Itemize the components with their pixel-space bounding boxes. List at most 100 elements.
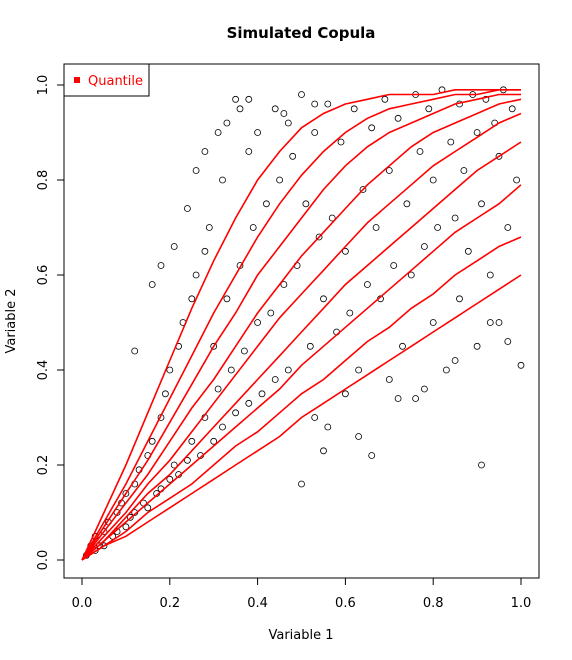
data-point: [416, 148, 424, 155]
data-point: [284, 119, 292, 127]
data-point: [223, 295, 231, 303]
data-point: [324, 423, 332, 431]
data-point: [394, 114, 402, 122]
data-point: [320, 295, 327, 303]
y-tick-label: 0.6: [36, 265, 51, 286]
data-point: [513, 176, 520, 184]
data-point: [298, 91, 305, 98]
data-point: [429, 319, 437, 326]
data-point: [337, 138, 345, 146]
data-point: [245, 95, 253, 103]
data-point: [495, 319, 503, 326]
data-point: [267, 309, 275, 317]
quantile-curves: [81, 89, 522, 561]
data-point: [473, 129, 481, 136]
data-point: [359, 186, 367, 193]
data-point: [232, 409, 240, 417]
data-point: [276, 176, 284, 184]
x-axis-label: Variable 1: [268, 628, 333, 643]
data-point: [271, 376, 279, 383]
data-point: [407, 271, 415, 279]
data-point: [122, 490, 130, 497]
data-point: [223, 119, 231, 127]
data-point: [219, 423, 226, 431]
data-point: [350, 105, 358, 113]
data-point: [473, 342, 481, 350]
data-point: [504, 338, 512, 345]
data-point: [324, 100, 332, 108]
data-point: [482, 95, 490, 103]
data-point: [271, 105, 279, 113]
x-tick-label: 0.0: [72, 596, 93, 611]
quantile-curve: [81, 236, 522, 561]
quantile-curve: [81, 93, 521, 561]
data-point: [311, 129, 319, 136]
data-point: [372, 224, 380, 231]
data-point: [170, 461, 178, 469]
data-point: [355, 366, 363, 374]
data-point: [214, 129, 222, 136]
data-point: [240, 347, 248, 355]
x-tick-label: 1.0: [511, 596, 532, 611]
data-point: [394, 395, 402, 402]
data-point: [504, 224, 512, 231]
data-point: [425, 105, 433, 113]
quantile-curve: [81, 184, 522, 561]
scatter-points: [83, 86, 525, 559]
data-point: [434, 224, 442, 231]
data-point: [214, 385, 222, 393]
data-point: [280, 281, 288, 288]
data-point: [460, 167, 468, 174]
x-tick-label: 0.2: [159, 596, 180, 611]
data-point: [311, 100, 319, 108]
data-point: [478, 461, 485, 469]
data-point: [280, 110, 288, 117]
chart-title: Simulated Copula: [227, 24, 376, 42]
data-point: [232, 95, 240, 103]
data-point: [478, 200, 485, 208]
data-point: [298, 480, 305, 488]
data-point: [201, 148, 209, 155]
data-point: [341, 390, 349, 398]
data-point: [464, 247, 472, 255]
quantile-curve: [81, 141, 522, 561]
data-point: [385, 167, 393, 174]
y-tick-label: 0.0: [36, 550, 51, 571]
data-point: [131, 347, 139, 355]
data-point: [126, 513, 134, 521]
data-point: [192, 167, 200, 174]
data-point: [517, 361, 525, 369]
data-point: [236, 105, 244, 113]
quantile-curve: [81, 89, 521, 561]
data-point: [311, 414, 319, 421]
x-tick-label: 0.6: [335, 596, 356, 611]
legend: Quantile: [63, 63, 150, 97]
data-point: [166, 366, 174, 374]
y-tick-label: 0.2: [36, 455, 51, 476]
data-point: [399, 342, 406, 350]
data-point: [148, 437, 156, 445]
data-point: [183, 205, 191, 212]
data-point: [451, 357, 459, 364]
y-tick-label: 0.4: [36, 360, 51, 381]
quantile-curve: [81, 274, 522, 561]
x-tick-label: 0.4: [247, 596, 268, 611]
data-point: [262, 200, 270, 208]
data-point: [258, 390, 266, 398]
x-axis: 0.0 0.2 0.4 0.6 0.8 1.0: [72, 577, 532, 611]
data-point: [161, 390, 169, 398]
legend-marker: [74, 77, 80, 83]
data-point: [289, 152, 297, 160]
y-axis-label: Variable 2: [4, 288, 19, 353]
data-point: [341, 247, 349, 255]
data-point: [227, 366, 235, 374]
data-point: [219, 176, 226, 184]
data-point: [100, 542, 108, 550]
data-point: [456, 295, 463, 303]
data-point: [210, 342, 218, 350]
quantile-curve: [81, 98, 522, 561]
data-point: [346, 309, 354, 317]
data-point: [368, 124, 376, 132]
data-point: [122, 523, 130, 531]
